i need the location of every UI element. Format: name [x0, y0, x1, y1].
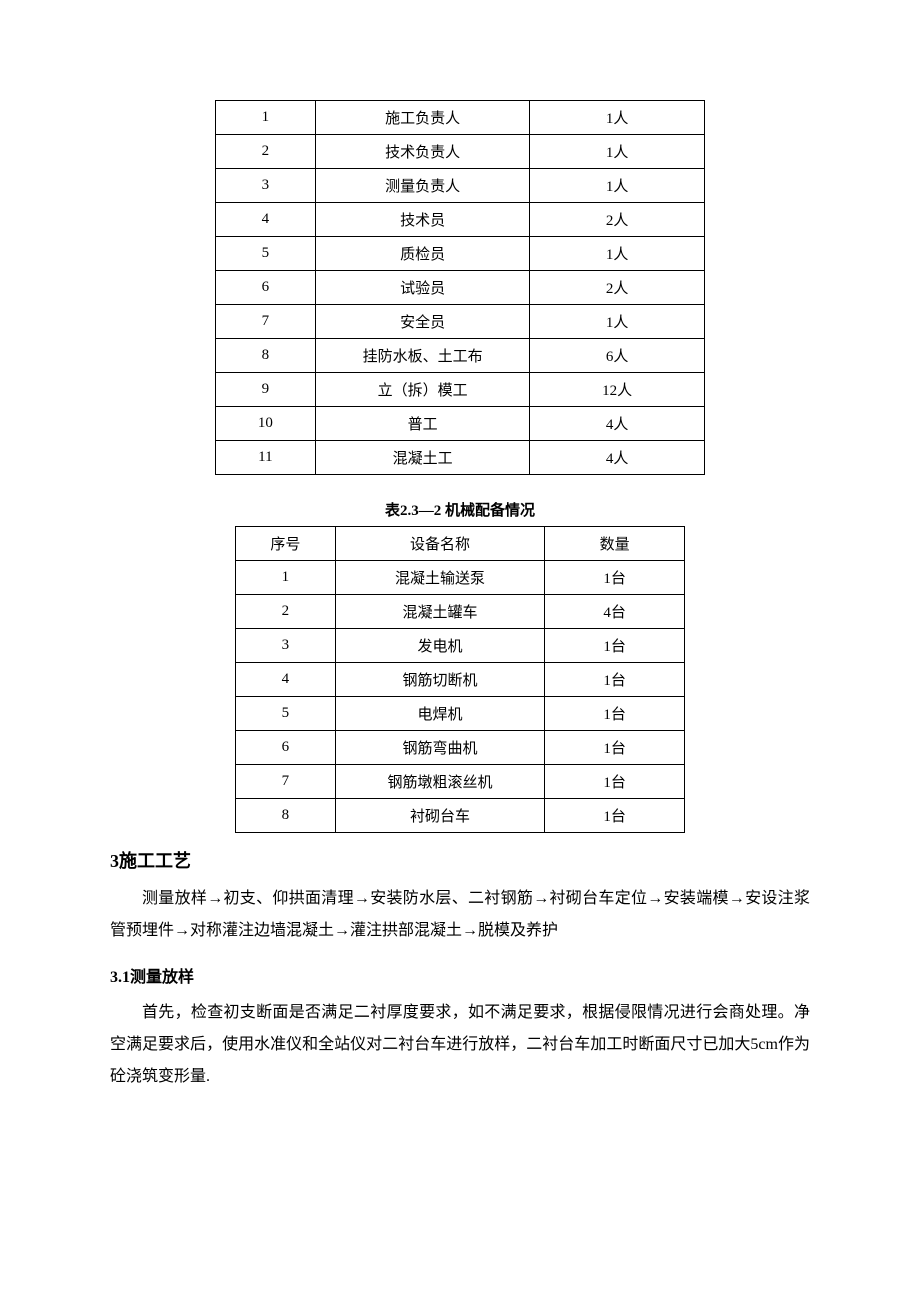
cell-role: 挂防水板、土工布 [315, 339, 530, 373]
table-row: 9立（拆）模工12人 [216, 373, 705, 407]
cell-qty: 1人 [530, 237, 705, 271]
cell-no: 10 [216, 407, 316, 441]
cell-role: 技术员 [315, 203, 530, 237]
table-row: 3发电机1台 [236, 629, 685, 663]
equipment-table: 序号 设备名称 数量 1混凝土输送泵1台2混凝土罐车4台3发电机1台4钢筋切断机… [235, 526, 685, 833]
cell-name: 发电机 [335, 629, 545, 663]
cell-no: 3 [216, 169, 316, 203]
table-row: 1施工负责人1人 [216, 101, 705, 135]
cell-no: 3 [236, 629, 336, 663]
table-row: 5电焊机1台 [236, 697, 685, 731]
section-3-heading: 3施工工艺 [110, 847, 810, 873]
cell-qty: 1台 [545, 799, 685, 833]
cell-no: 7 [216, 305, 316, 339]
col-name: 设备名称 [335, 527, 545, 561]
section-3-body: 测量放样→初支、仰拱面清理→安装防水层、二衬钢筋→衬砌台车定位→安装端模→安设注… [110, 883, 810, 947]
cell-qty: 4人 [530, 407, 705, 441]
cell-no: 2 [216, 135, 316, 169]
cell-qty: 1台 [545, 629, 685, 663]
table-row: 2技术负责人1人 [216, 135, 705, 169]
table-row: 11混凝土工4人 [216, 441, 705, 475]
cell-name: 衬砌台车 [335, 799, 545, 833]
table-row: 3测量负责人1人 [216, 169, 705, 203]
cell-qty: 1台 [545, 765, 685, 799]
table-row: 7钢筋墩粗滚丝机1台 [236, 765, 685, 799]
table-row: 8衬砌台车1台 [236, 799, 685, 833]
table-row: 1混凝土输送泵1台 [236, 561, 685, 595]
cell-role: 试验员 [315, 271, 530, 305]
cell-qty: 1台 [545, 731, 685, 765]
cell-qty: 1台 [545, 561, 685, 595]
cell-no: 4 [236, 663, 336, 697]
cell-role: 混凝土工 [315, 441, 530, 475]
cell-role: 普工 [315, 407, 530, 441]
table-row: 8挂防水板、土工布6人 [216, 339, 705, 373]
cell-name: 钢筋弯曲机 [335, 731, 545, 765]
cell-qty: 12人 [530, 373, 705, 407]
cell-no: 1 [216, 101, 316, 135]
col-qty: 数量 [545, 527, 685, 561]
cell-name: 钢筋墩粗滚丝机 [335, 765, 545, 799]
equipment-tbody: 1混凝土输送泵1台2混凝土罐车4台3发电机1台4钢筋切断机1台5电焊机1台6钢筋… [236, 561, 685, 833]
table-row: 10普工4人 [216, 407, 705, 441]
cell-role: 施工负责人 [315, 101, 530, 135]
table-header-row: 序号 设备名称 数量 [236, 527, 685, 561]
section-3-1-body: 首先，检查初支断面是否满足二衬厚度要求，如不满足要求，根据侵限情况进行会商处理。… [110, 997, 810, 1093]
cell-name: 混凝土罐车 [335, 595, 545, 629]
cell-qty: 6人 [530, 339, 705, 373]
cell-name: 钢筋切断机 [335, 663, 545, 697]
table-row: 2混凝土罐车4台 [236, 595, 685, 629]
table-row: 6试验员2人 [216, 271, 705, 305]
cell-qty: 1人 [530, 305, 705, 339]
cell-no: 8 [236, 799, 336, 833]
cell-qty: 1人 [530, 169, 705, 203]
cell-qty: 1人 [530, 135, 705, 169]
cell-no: 6 [236, 731, 336, 765]
table-row: 7安全员1人 [216, 305, 705, 339]
cell-qty: 4台 [545, 595, 685, 629]
cell-name: 混凝土输送泵 [335, 561, 545, 595]
cell-qty: 2人 [530, 203, 705, 237]
cell-role: 安全员 [315, 305, 530, 339]
cell-role: 技术负责人 [315, 135, 530, 169]
cell-no: 1 [236, 561, 336, 595]
table-row: 4钢筋切断机1台 [236, 663, 685, 697]
cell-qty: 1台 [545, 697, 685, 731]
cell-qty: 1人 [530, 101, 705, 135]
cell-no: 4 [216, 203, 316, 237]
cell-no: 7 [236, 765, 336, 799]
cell-qty: 1台 [545, 663, 685, 697]
cell-role: 测量负责人 [315, 169, 530, 203]
section-3-1-heading: 3.1测量放样 [110, 963, 810, 987]
cell-no: 9 [216, 373, 316, 407]
personnel-tbody: 1施工负责人1人2技术负责人1人3测量负责人1人4技术员2人5质检员1人6试验员… [216, 101, 705, 475]
cell-no: 5 [236, 697, 336, 731]
cell-role: 质检员 [315, 237, 530, 271]
cell-no: 11 [216, 441, 316, 475]
cell-no: 8 [216, 339, 316, 373]
cell-role: 立（拆）模工 [315, 373, 530, 407]
cell-no: 5 [216, 237, 316, 271]
table-row: 6钢筋弯曲机1台 [236, 731, 685, 765]
table2-caption: 表2.3—2 机械配备情况 [110, 499, 810, 520]
cell-name: 电焊机 [335, 697, 545, 731]
cell-no: 6 [216, 271, 316, 305]
table-row: 5质检员1人 [216, 237, 705, 271]
cell-no: 2 [236, 595, 336, 629]
col-no: 序号 [236, 527, 336, 561]
cell-qty: 4人 [530, 441, 705, 475]
personnel-table: 1施工负责人1人2技术负责人1人3测量负责人1人4技术员2人5质检员1人6试验员… [215, 100, 705, 475]
cell-qty: 2人 [530, 271, 705, 305]
table-row: 4技术员2人 [216, 203, 705, 237]
